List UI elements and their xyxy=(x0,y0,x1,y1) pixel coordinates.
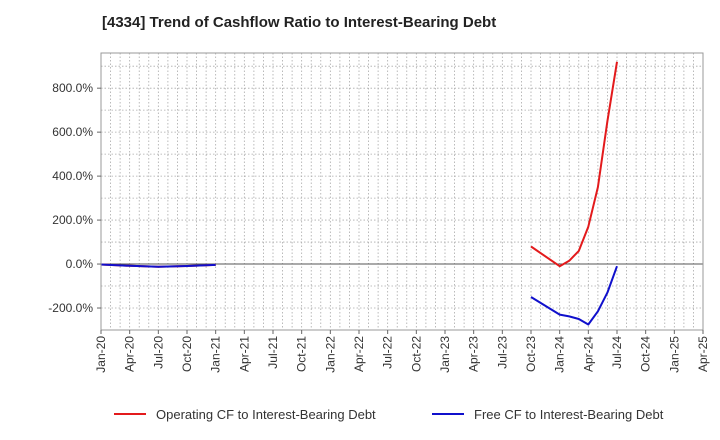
x-tick-label: Apr-23 xyxy=(467,336,481,372)
x-tick-label: Jul-23 xyxy=(495,336,509,369)
series-0-line-segment-1 xyxy=(530,61,618,268)
x-tick-label: Jan-25 xyxy=(667,336,681,373)
x-tick-label: Jan-22 xyxy=(323,336,337,373)
plot-frame xyxy=(100,52,704,331)
chart-title: [4334] Trend of Cashflow Ratio to Intere… xyxy=(102,14,497,31)
series-1-line-segment-0 xyxy=(100,263,216,268)
y-tick-label: 0.0% xyxy=(66,257,94,271)
x-tick-label: Jan-24 xyxy=(553,336,567,373)
x-tick-label: Jan-23 xyxy=(438,336,452,373)
x-tick-label: Oct-21 xyxy=(295,336,309,372)
x-tick-label: Apr-20 xyxy=(123,336,137,372)
x-tick-label: Apr-24 xyxy=(581,336,595,372)
y-tick-labels: -200.0% 0.0% 200.0% 400.0% 600.0% 800.0% xyxy=(48,81,101,315)
x-tick-label: Jul-24 xyxy=(610,336,624,369)
x-tick-label: Jul-20 xyxy=(151,336,165,369)
x-tick-label: Jan-21 xyxy=(209,336,223,373)
x-tick-label: Jul-21 xyxy=(266,336,280,369)
legend-label-1: Free CF to Interest-Bearing Debt xyxy=(474,407,664,422)
series-layer xyxy=(100,61,618,326)
x-tick-label: Apr-25 xyxy=(696,336,710,372)
x-tick-label: Apr-22 xyxy=(352,336,366,372)
x-tick-label: Oct-24 xyxy=(639,336,653,372)
x-tick-label: Jan-20 xyxy=(94,336,108,373)
x-tick-labels: Jan-20 Apr-20 Jul-20 Oct-20 Jan-21 Apr-21 Jul-… xyxy=(94,330,710,373)
series-1-line-segment-1 xyxy=(530,265,618,326)
legend-label-0: Operating CF to Interest-Bearing Debt xyxy=(156,407,376,422)
x-tick-label: Oct-23 xyxy=(524,336,538,372)
y-tick-label: 800.0% xyxy=(52,81,93,95)
y-tick-label: 200.0% xyxy=(52,213,93,227)
x-tick-label: Oct-20 xyxy=(180,336,194,372)
y-tick-label: 600.0% xyxy=(52,125,93,139)
y-tick-label: -200.0% xyxy=(48,301,93,315)
x-tick-label: Apr-21 xyxy=(237,336,251,372)
grid-layer xyxy=(101,53,703,330)
y-tick-label: 400.0% xyxy=(52,169,93,183)
legend: Operating CF to Interest-Bearing Debt Fre… xyxy=(114,407,664,422)
x-tick-label: Jul-22 xyxy=(381,336,395,369)
x-tick-label: Oct-22 xyxy=(409,336,423,372)
